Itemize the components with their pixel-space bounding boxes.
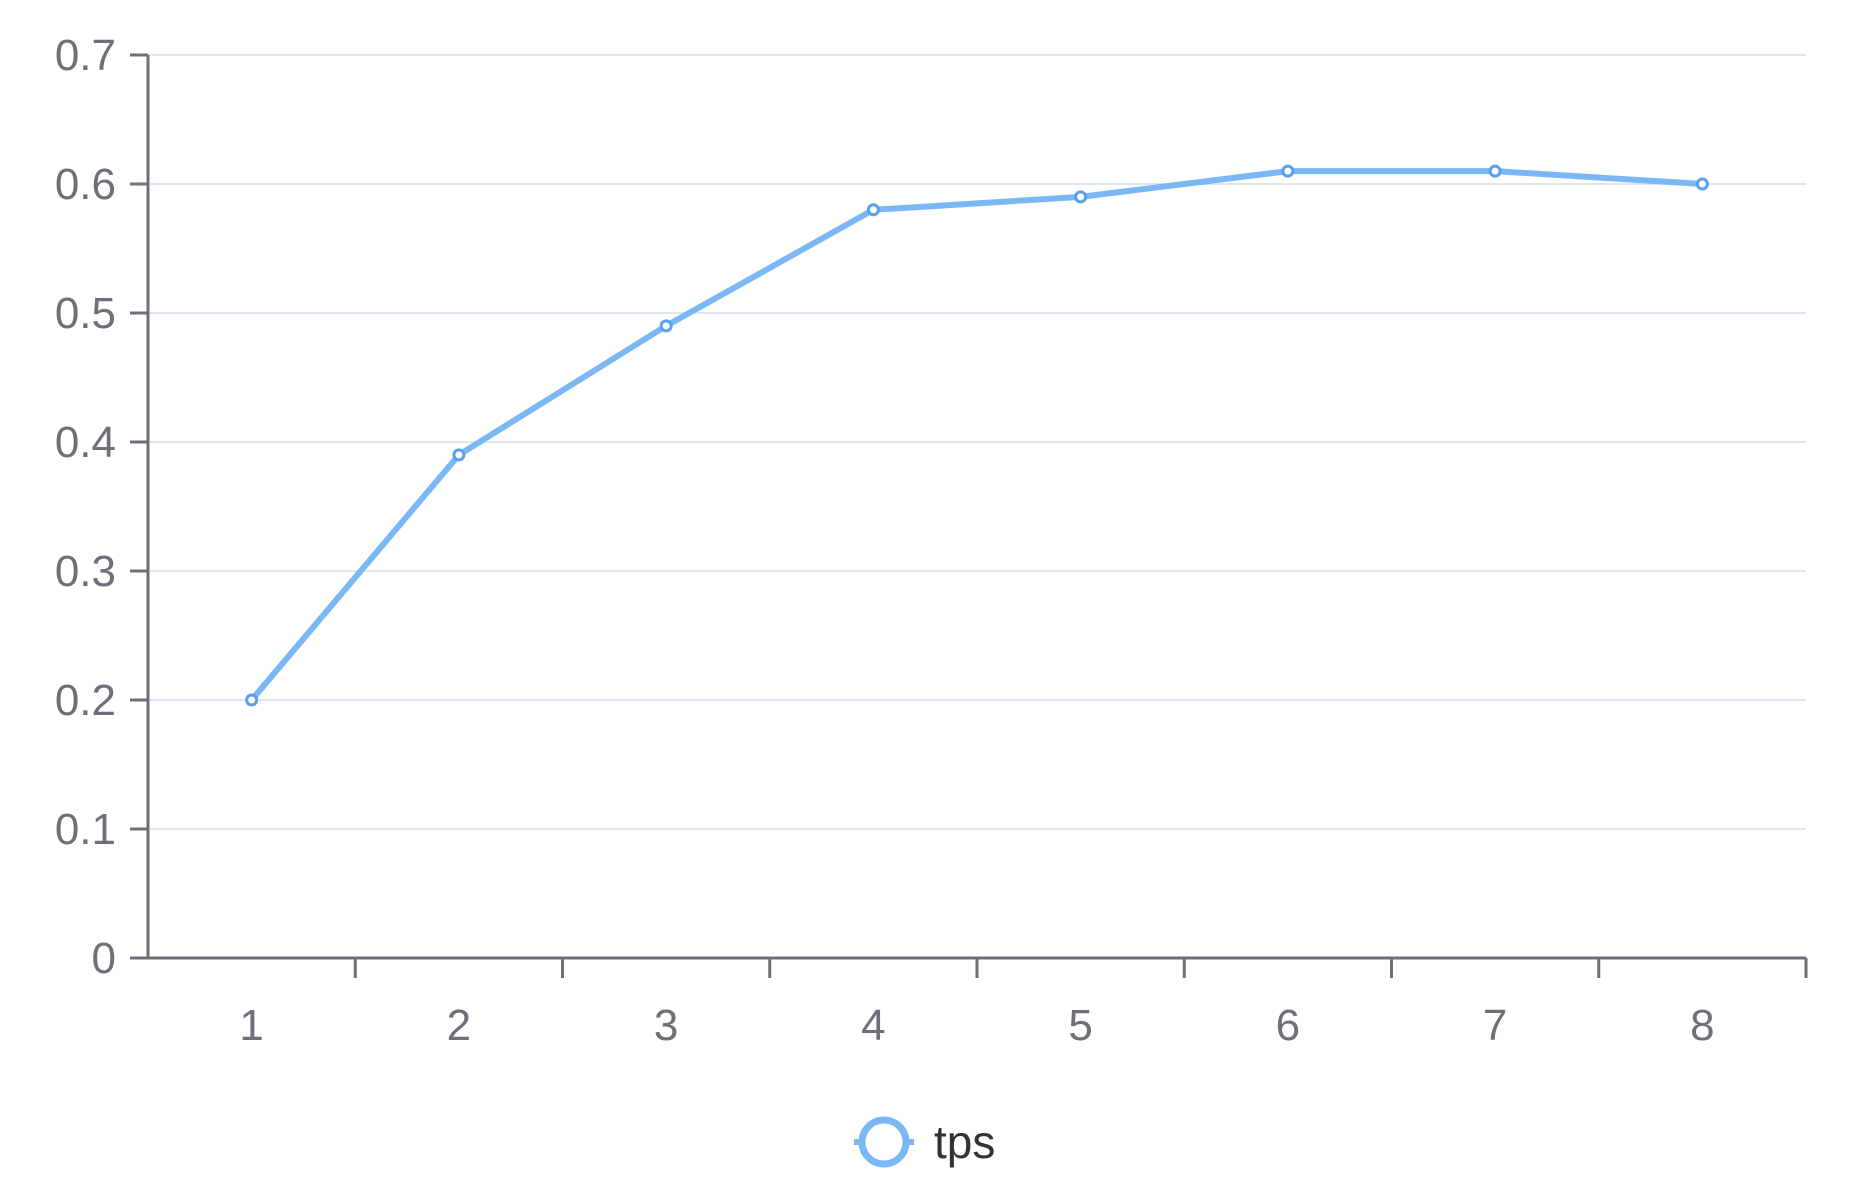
x-tick-label: 6 [1276,1001,1300,1050]
y-axis-ticks: 0 0.1 0.2 0.3 0.4 0.5 0.6 0.7 [55,31,116,983]
y-tick-label: 0.6 [55,160,116,209]
data-point[interactable] [1488,164,1502,178]
data-point[interactable] [659,319,673,333]
x-tick-label: 5 [1068,1001,1092,1050]
grid-lines [148,54,1806,830]
series-line-tps [248,168,1706,703]
legend[interactable]: tps [854,1116,995,1168]
y-tick-label: 0.4 [55,418,116,467]
axes [130,53,1808,978]
x-axis-ticks: 1 2 3 4 5 6 7 8 [239,1001,1714,1050]
y-tick-label: 0.7 [55,31,116,80]
data-point[interactable] [1074,190,1088,204]
x-tick-label: 4 [861,1001,885,1050]
y-tick-label: 0.2 [55,676,116,725]
data-point[interactable] [1695,177,1709,191]
series-layer [245,164,1709,707]
x-tick-label: 2 [447,1001,471,1050]
data-point[interactable] [245,693,259,707]
x-tick-label: 7 [1483,1001,1507,1050]
x-tick-label: 8 [1690,1001,1714,1050]
y-tick-label: 0.5 [55,289,116,338]
legend-circle-icon [858,1116,910,1168]
legend-label[interactable]: tps [934,1116,995,1168]
data-point[interactable] [866,203,880,217]
y-tick-label: 0 [92,934,116,983]
data-point[interactable] [1281,164,1295,178]
x-tick-label: 3 [654,1001,678,1050]
y-tick-label: 0.3 [55,547,116,596]
x-tick-label: 1 [239,1001,263,1050]
data-point[interactable] [452,448,466,462]
y-tick-label: 0.1 [55,805,116,854]
